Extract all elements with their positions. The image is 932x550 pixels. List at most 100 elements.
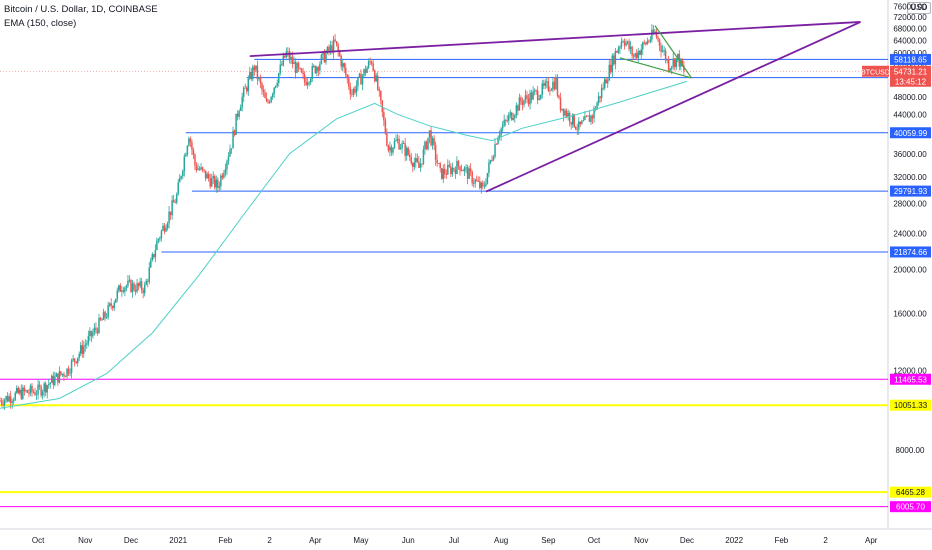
candle-body bbox=[320, 54, 323, 64]
candle-body bbox=[195, 165, 198, 170]
candle-body bbox=[154, 249, 157, 258]
candle-body bbox=[207, 173, 210, 179]
candle-body bbox=[259, 77, 262, 84]
candle-body bbox=[681, 58, 684, 67]
trendline-lower-wedge bbox=[485, 21, 861, 193]
candle-body bbox=[573, 114, 575, 127]
current-price-tag: 54731.21 bbox=[894, 67, 928, 76]
y-tick-label: 32000.00 bbox=[893, 173, 927, 182]
candle-body bbox=[96, 329, 99, 333]
currency-label[interactable]: USD bbox=[907, 2, 931, 14]
candle-body bbox=[597, 96, 600, 103]
bar-countdown: 13:45:12 bbox=[895, 77, 927, 86]
candle-body bbox=[323, 51, 326, 63]
candle-body bbox=[488, 162, 490, 173]
candle-body bbox=[277, 73, 280, 83]
candle-body bbox=[553, 81, 556, 90]
candle-body bbox=[75, 361, 77, 364]
candle-body bbox=[262, 90, 265, 93]
candle-body bbox=[337, 44, 339, 52]
candle-body bbox=[206, 173, 208, 179]
x-tick-label: 2022 bbox=[725, 536, 743, 545]
candle-body bbox=[413, 162, 416, 167]
candle-body bbox=[533, 90, 536, 92]
candle-body bbox=[41, 391, 44, 396]
candle-body bbox=[255, 65, 257, 71]
candle-body bbox=[635, 53, 638, 58]
candle-body bbox=[538, 98, 540, 100]
candle-body bbox=[437, 163, 440, 165]
candle-body bbox=[34, 392, 36, 396]
candle-body bbox=[28, 392, 30, 394]
candle-body bbox=[425, 141, 428, 150]
candle-body bbox=[153, 254, 155, 258]
candle-body bbox=[76, 357, 79, 364]
candle-body bbox=[6, 396, 9, 402]
y-tick-label: 24000.00 bbox=[893, 230, 927, 239]
candle-body bbox=[177, 182, 179, 195]
candle-body bbox=[334, 39, 336, 42]
candle-body bbox=[52, 375, 55, 385]
candle-body bbox=[229, 149, 231, 157]
candle-body bbox=[431, 138, 434, 146]
candle-body bbox=[287, 51, 289, 53]
candle-body bbox=[186, 145, 189, 155]
candle-body bbox=[162, 225, 164, 231]
y-tick-label: 68000.00 bbox=[893, 24, 927, 33]
candle-body bbox=[316, 67, 318, 73]
candle-body bbox=[567, 112, 569, 117]
candle-body bbox=[125, 285, 128, 288]
candle-body bbox=[210, 178, 213, 187]
candle-body bbox=[351, 94, 353, 95]
x-tick-label: Oct bbox=[32, 536, 45, 545]
candle-body bbox=[504, 120, 507, 121]
y-tick-label: 16000.00 bbox=[893, 310, 927, 319]
candle-body bbox=[471, 171, 473, 184]
candle-body bbox=[314, 66, 317, 73]
candle-body bbox=[459, 166, 461, 171]
candle-body bbox=[232, 130, 234, 149]
x-tick-label: Sep bbox=[541, 536, 556, 545]
candle-body bbox=[398, 138, 400, 150]
candle-body bbox=[348, 78, 350, 87]
candle-body bbox=[224, 169, 227, 173]
candle-body bbox=[338, 51, 341, 57]
candle-body bbox=[369, 61, 371, 63]
candle-body bbox=[372, 63, 374, 71]
candle-body bbox=[38, 384, 41, 387]
candle-body bbox=[412, 163, 414, 167]
candle-body bbox=[0, 400, 1, 402]
candle-body bbox=[657, 37, 659, 40]
candle-body bbox=[111, 306, 114, 308]
candle-body bbox=[108, 303, 111, 306]
candle-body bbox=[433, 138, 435, 146]
candle-body bbox=[547, 81, 550, 91]
candle-body bbox=[83, 346, 85, 354]
candle-body bbox=[352, 88, 355, 95]
candle-body bbox=[491, 160, 493, 161]
candle-body bbox=[418, 161, 420, 168]
candle-body bbox=[532, 91, 534, 100]
candle-body bbox=[128, 280, 131, 281]
candle-body bbox=[331, 45, 333, 53]
candle-body bbox=[2, 403, 4, 406]
candle-body bbox=[390, 146, 393, 153]
candle-body bbox=[182, 170, 184, 177]
candle-body bbox=[220, 175, 222, 187]
candle-body bbox=[407, 147, 409, 155]
trendline-falling-wedge-upper bbox=[654, 25, 693, 79]
candle-body bbox=[529, 92, 531, 105]
candle-body bbox=[54, 376, 56, 385]
candle-body bbox=[293, 62, 295, 64]
candle-body bbox=[613, 55, 615, 65]
candle-body bbox=[131, 283, 134, 293]
candle-body bbox=[192, 149, 195, 155]
candle-body bbox=[546, 81, 548, 83]
candle-body bbox=[584, 116, 586, 121]
candle-body bbox=[383, 112, 385, 121]
candle-body bbox=[617, 48, 620, 53]
candle-body bbox=[658, 39, 661, 47]
candle-body bbox=[105, 317, 108, 319]
candle-body bbox=[561, 108, 563, 111]
